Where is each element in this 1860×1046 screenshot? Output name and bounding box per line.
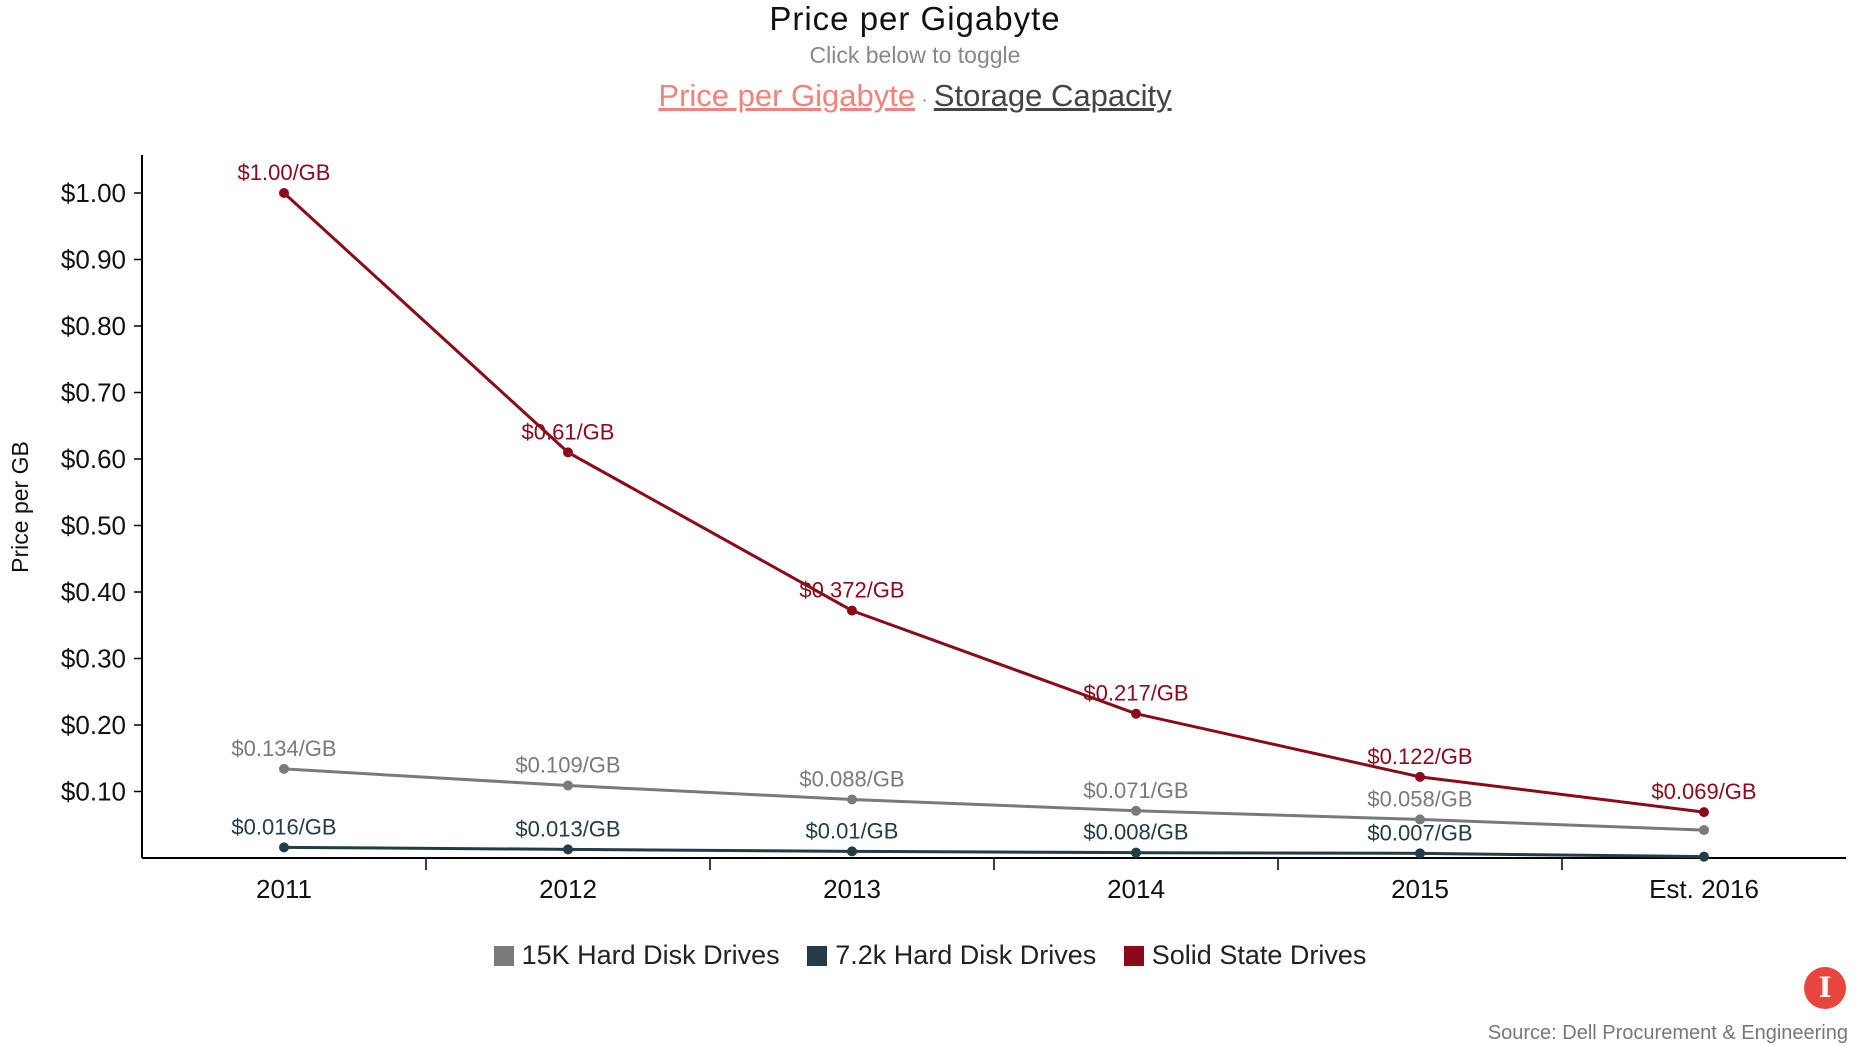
legend-label: 7.2k Hard Disk Drives [835, 940, 1097, 970]
data-point [847, 605, 857, 616]
series-line-0 [283, 767, 1705, 832]
data-point [563, 447, 573, 458]
data-point [1131, 708, 1141, 719]
y-tick-label: $0.20 [61, 710, 126, 740]
y-tick-label: $0.60 [61, 444, 126, 474]
toggle-storage-capacity[interactable]: Storage Capacity [933, 78, 1172, 113]
x-tick-label: 2011 [256, 874, 312, 904]
data-point [563, 780, 573, 791]
legend-item-15k-hdd[interactable]: 15K Hard Disk Drives [493, 940, 780, 971]
data-point [279, 188, 289, 198]
data-point [847, 846, 857, 857]
chart-subtitle: Click below to toggle [809, 42, 1021, 68]
data-label: $0.01/GB [806, 818, 899, 843]
y-tick-label: $1.00 [61, 178, 126, 208]
data-point [563, 844, 573, 855]
data-point [279, 842, 289, 853]
chart-title: Price per Gigabyte [769, 0, 1061, 37]
data-label: $0.071/GB [1083, 778, 1188, 803]
data-label: $0.088/GB [799, 766, 904, 791]
data-point [1699, 825, 1709, 836]
data-point [279, 763, 289, 774]
series-line-2 [282, 191, 1705, 814]
data-label: $0.058/GB [1367, 786, 1472, 811]
data-label: $1.00/GB [238, 160, 331, 185]
data-label: $0.013/GB [515, 816, 620, 841]
y-tick-label: $0.40 [61, 577, 126, 607]
legend-swatch [1123, 945, 1144, 966]
data-label: $0.372/GB [799, 578, 904, 603]
data-point [1131, 805, 1141, 816]
y-tick-label: $0.10 [61, 777, 126, 807]
data-label: $0.134/GB [231, 736, 336, 761]
data-point [1699, 807, 1709, 818]
toggle-separator: · [921, 89, 928, 111]
x-tick-label: 2012 [539, 874, 597, 904]
y-tick-label: $0.80 [61, 311, 126, 341]
y-tick-label: $0.50 [61, 511, 126, 541]
legend-item-7-2k-hdd[interactable]: 7.2k Hard Disk Drives [807, 940, 1096, 971]
data-label: $0.008/GB [1083, 820, 1188, 845]
y-axis-title: Price per GB [7, 441, 33, 573]
brand-logo-icon[interactable]: I [1804, 967, 1846, 1009]
legend: 15K Hard Disk Drives 7.2k Hard Disk Driv… [0, 940, 1860, 973]
y-tick-label: $0.30 [61, 644, 126, 674]
x-tick-label: Est. 2016 [1649, 874, 1759, 904]
data-label: $0.016/GB [231, 814, 336, 839]
legend-label: 15K Hard Disk Drives [521, 940, 780, 970]
data-label: $0.217/GB [1083, 681, 1188, 706]
source-note: Source: Dell Procurement & Engineering [1487, 1022, 1848, 1044]
legend-swatch [493, 945, 514, 966]
x-tick-label: 2015 [1391, 874, 1449, 904]
data-label: $0.069/GB [1651, 779, 1756, 804]
data-point [1699, 851, 1709, 862]
y-tick-label: $0.70 [61, 378, 126, 408]
series-line-1 [283, 845, 1705, 859]
data-label: $0.109/GB [515, 753, 620, 778]
data-label: $0.007/GB [1367, 820, 1472, 845]
data-label: $0.61/GB [522, 419, 615, 444]
legend-item-ssd[interactable]: Solid State Drives [1123, 940, 1367, 971]
data-point [1131, 847, 1141, 858]
data-point [1415, 814, 1425, 825]
legend-label: Solid State Drives [1151, 940, 1367, 970]
data-point [847, 794, 857, 805]
data-label: $0.122/GB [1367, 744, 1472, 769]
data-point [1415, 848, 1425, 859]
x-tick-label: 2013 [823, 874, 881, 904]
x-tick-label: 2014 [1107, 874, 1165, 904]
data-point [1415, 771, 1425, 782]
y-tick-label: $0.90 [61, 245, 126, 275]
legend-swatch [807, 945, 828, 966]
view-toggles: Price per Gigabyte · Storage Capacity [0, 78, 1830, 114]
toggle-price-per-gigabyte[interactable]: Price per Gigabyte [658, 78, 916, 113]
